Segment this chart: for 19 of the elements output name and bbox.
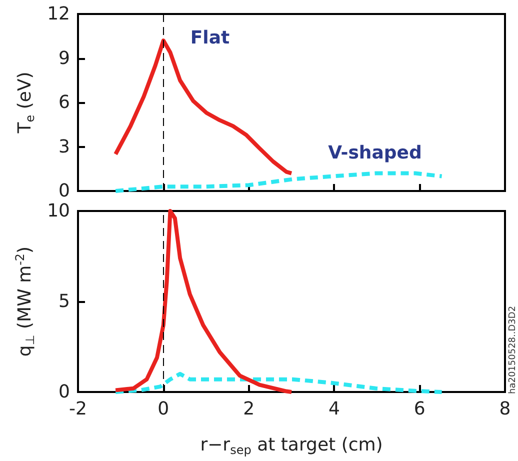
y-axis-title: Te (eV) bbox=[14, 72, 38, 134]
text: ha20150528..D3D2 bbox=[508, 306, 518, 394]
x-tick-label: 8 bbox=[499, 398, 511, 420]
y-tick-label: 10 bbox=[47, 200, 70, 222]
x-tick-label: 0 bbox=[158, 398, 170, 420]
y-tick-label: 12 bbox=[47, 4, 70, 24]
x-tick-label: -2 bbox=[69, 398, 87, 420]
y-tick-label: 5 bbox=[58, 291, 70, 312]
x-tick-label: 2 bbox=[243, 398, 255, 420]
y-tick-label: 6 bbox=[58, 92, 70, 113]
y-tick-label: 0 bbox=[58, 382, 70, 402]
y-tick-label: 0 bbox=[58, 180, 70, 202]
annotation: V-shaped bbox=[328, 142, 422, 164]
x-tick-label: 4 bbox=[328, 398, 340, 420]
annotation: Flat bbox=[190, 28, 230, 48]
y-tick-label: 3 bbox=[58, 136, 70, 158]
x-tick-label: 6 bbox=[414, 398, 426, 420]
y-axis-title: q⊥ (MW m-2) bbox=[13, 246, 38, 357]
y-tick-label: 9 bbox=[58, 48, 70, 69]
